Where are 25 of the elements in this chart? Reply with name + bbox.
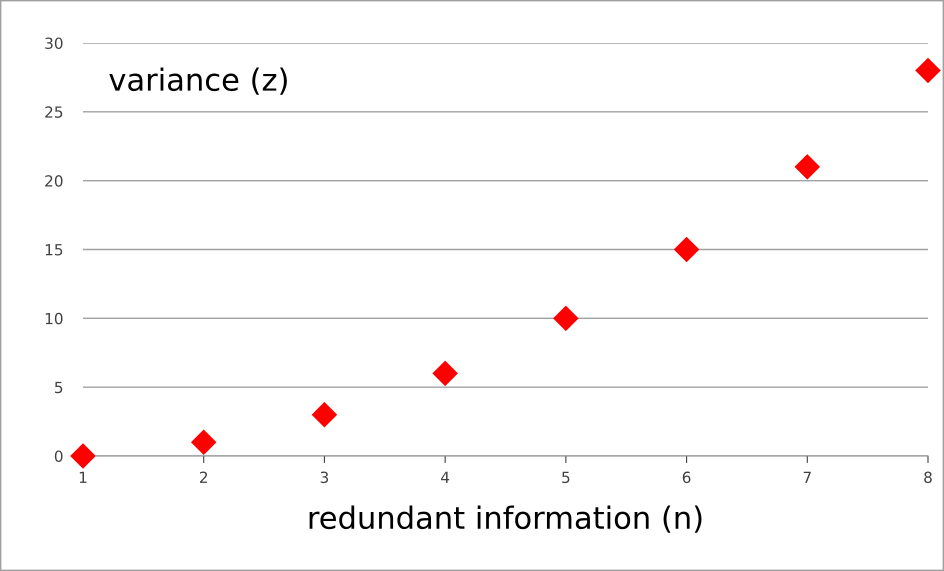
x-axis-title: redundant information (n) bbox=[310, 506, 702, 533]
x-tick-label: 8 bbox=[924, 472, 932, 484]
x-tick-label: 4 bbox=[441, 472, 450, 483]
point bbox=[312, 402, 337, 428]
point bbox=[191, 430, 216, 455]
point bbox=[70, 444, 96, 468]
x-tick-label: 3 bbox=[320, 472, 328, 484]
y-tick-label: 30 bbox=[45, 37, 63, 50]
point bbox=[432, 360, 458, 386]
x-tick-label: 5 bbox=[562, 472, 570, 484]
point bbox=[794, 154, 820, 180]
y-tick-label: 20 bbox=[45, 175, 63, 187]
y-tick-label: 10 bbox=[46, 312, 63, 324]
y-tick-label: 0 bbox=[54, 450, 63, 462]
y-tick-label: 25 bbox=[45, 106, 62, 118]
point bbox=[916, 58, 940, 84]
x-tick-label: 1 bbox=[80, 472, 86, 483]
x-tick-label: 6 bbox=[682, 472, 690, 484]
x-tick-label: 2 bbox=[200, 472, 208, 483]
point bbox=[553, 306, 578, 331]
y-tick-label: 5 bbox=[55, 382, 62, 394]
y-axis-title: variance (z) bbox=[109, 67, 287, 95]
x-tick-label: 7 bbox=[804, 472, 811, 483]
point bbox=[674, 237, 700, 262]
y-tick-label: 15 bbox=[46, 244, 62, 256]
